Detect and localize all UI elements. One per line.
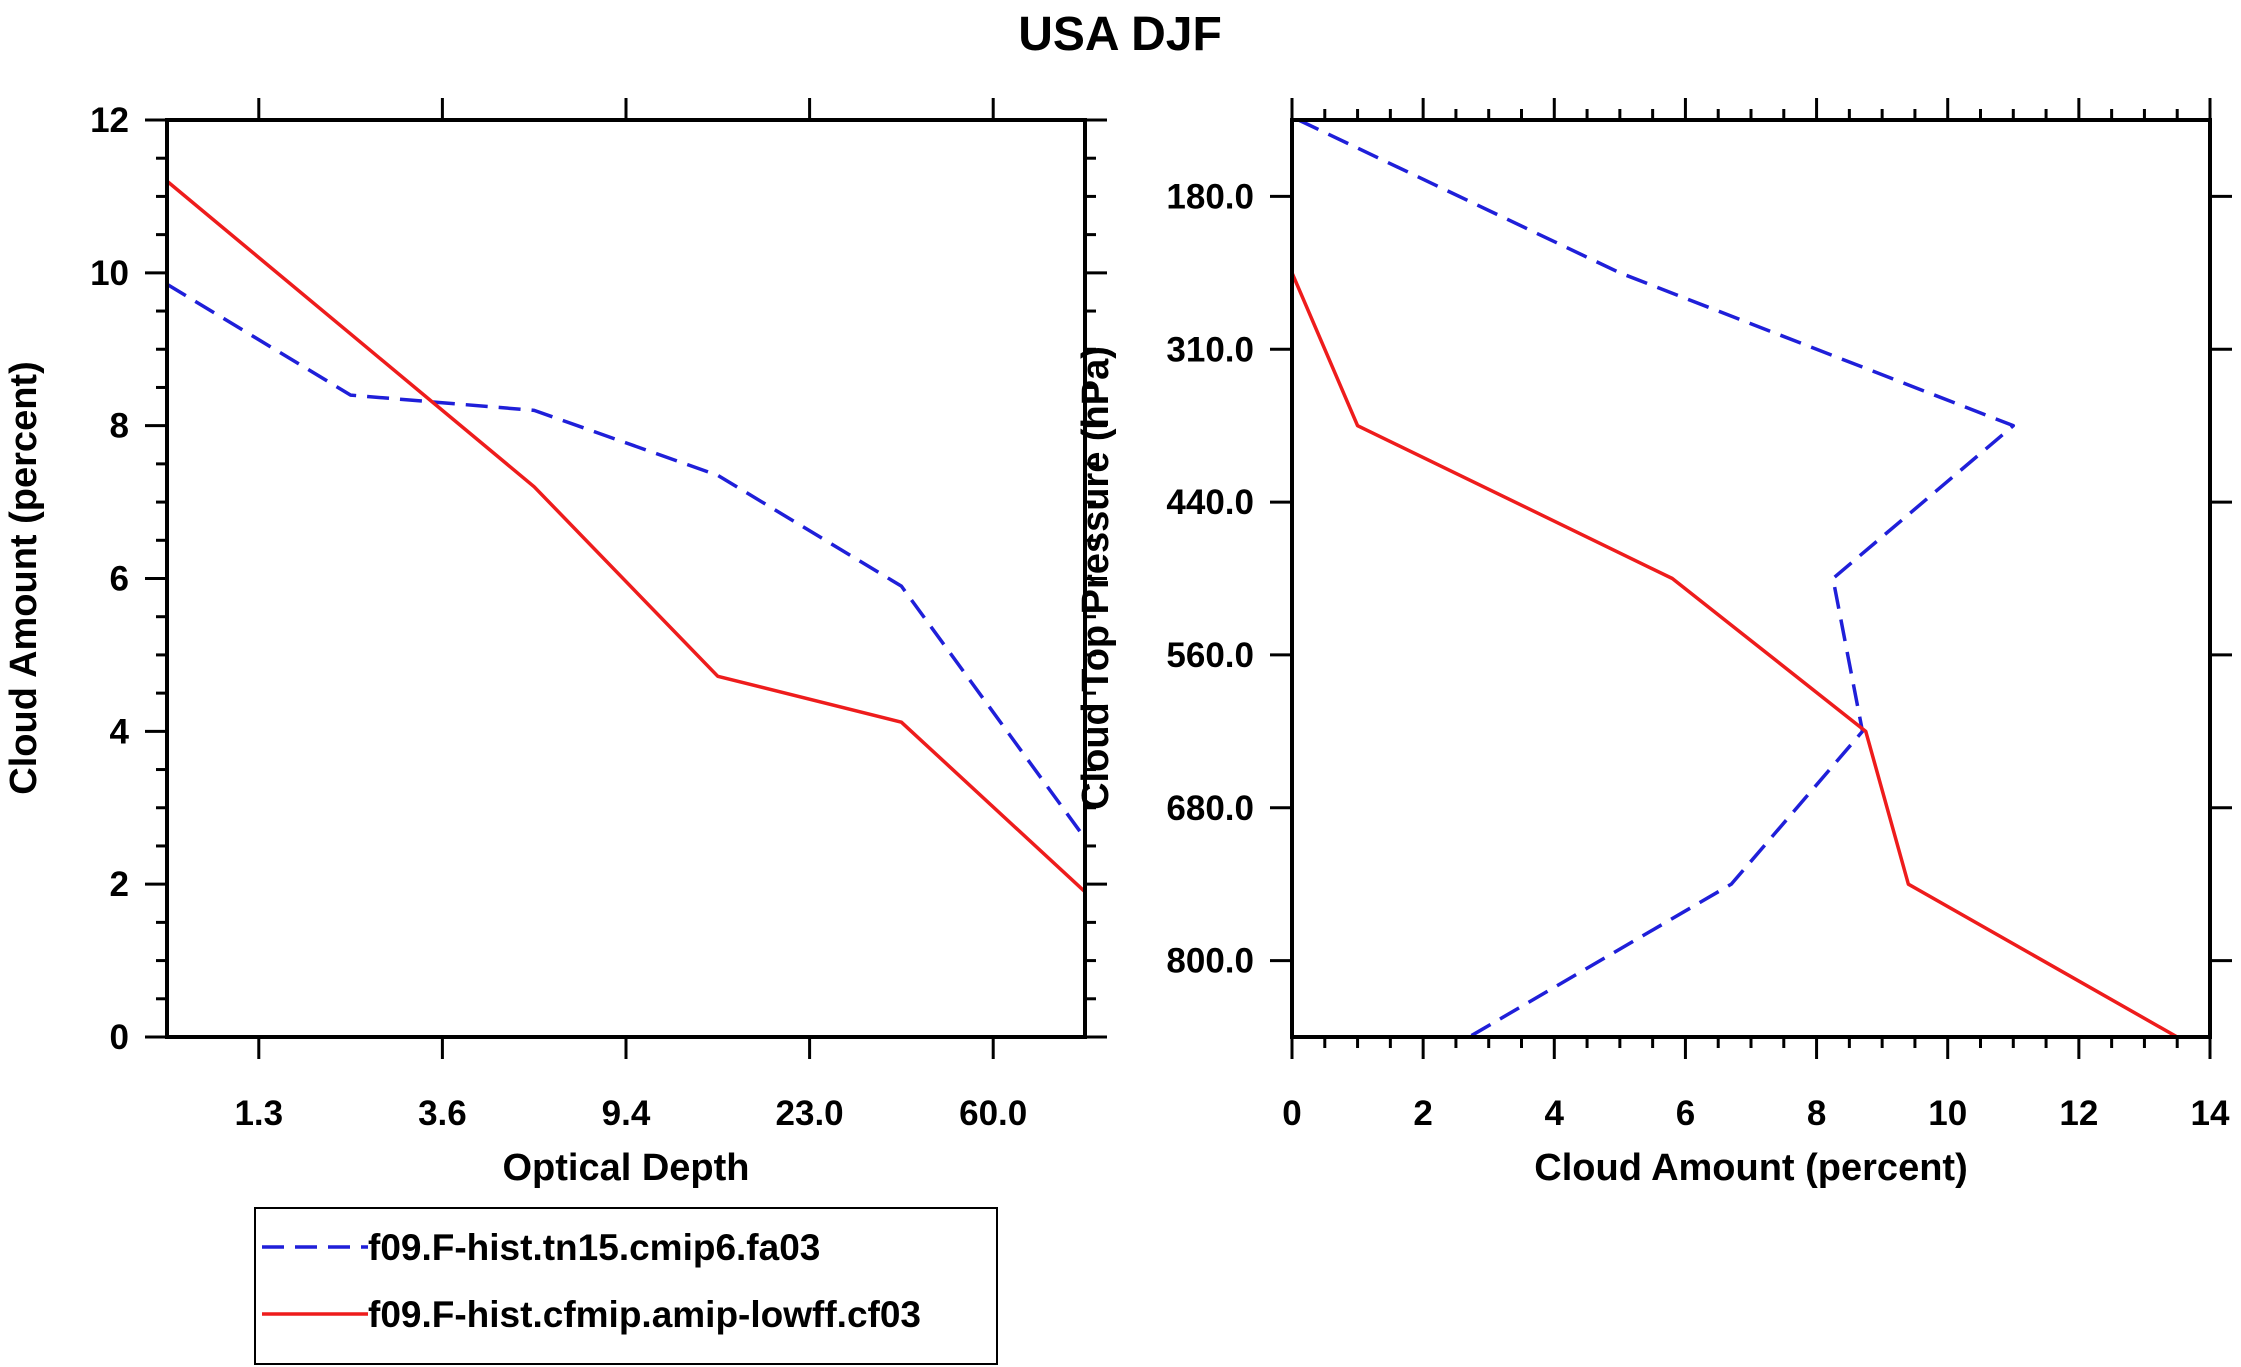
left-plot-frame <box>165 118 1087 1039</box>
y-tick-label: 440.0 <box>1166 483 1254 522</box>
x-tick-label: 10 <box>1928 1094 1967 1133</box>
y-tick-label: 12 <box>90 101 129 140</box>
left-x-axis-label: Optical Depth <box>502 1147 749 1189</box>
x-tick-label: 12 <box>2059 1094 2098 1133</box>
right-tick-marks <box>1270 98 2232 1059</box>
y-tick-label: 2 <box>110 865 129 904</box>
x-tick-label: 2 <box>1413 1094 1432 1133</box>
right-plot-frame <box>1290 118 2212 1039</box>
right-y-axis-label: Cloud Top Pressure (hPa) <box>1075 346 1117 810</box>
figure-title: USA DJF <box>1018 8 1222 61</box>
left-tick-labels: 0 2 4 6 8 10 12 1.3 3.6 9.4 23.0 60.0 <box>90 101 1027 1133</box>
x-tick-label: 8 <box>1807 1094 1826 1133</box>
left-series-lines <box>165 179 1087 894</box>
x-tick-label: 9.4 <box>602 1094 651 1133</box>
optical-depth-panel: 0 2 4 6 8 10 12 1.3 3.6 9.4 23.0 60.0 Optical Depth… <box>3 98 1107 1189</box>
y-tick-label: 4 <box>110 712 130 751</box>
x-tick-label: 14 <box>2191 1094 2230 1133</box>
series-line-solid <box>1290 272 2179 1039</box>
legend-label-model1: f09.F-hist.tn15.cmip6.fa03 <box>368 1227 820 1268</box>
y-tick-label: 6 <box>110 560 129 599</box>
y-tick-label: 310.0 <box>1166 330 1254 369</box>
y-tick-label: 800.0 <box>1166 942 1254 981</box>
series-line-solid <box>165 179 1087 894</box>
x-tick-label: 23.0 <box>776 1094 844 1133</box>
right-series-lines <box>1290 118 2179 1039</box>
y-tick-label: 8 <box>110 407 129 446</box>
legend: f09.F-hist.tn15.cmip6.fa03 f09.F-hist.cf… <box>254 1207 998 1365</box>
series-line-dashed <box>166 282 1087 840</box>
y-tick-label: 0 <box>110 1018 129 1057</box>
x-tick-label: 0 <box>1282 1094 1301 1133</box>
y-tick-label: 680.0 <box>1166 789 1254 828</box>
y-tick-label: 10 <box>90 254 129 293</box>
left-y-axis-label: Cloud Amount (percent) <box>3 361 45 794</box>
x-tick-label: 6 <box>1676 1094 1695 1133</box>
y-tick-label: 180.0 <box>1166 177 1254 216</box>
legend-box <box>254 1207 998 1365</box>
legend-label-model2: f09.F-hist.cfmip.amip-lowff.cf03 <box>368 1294 921 1335</box>
x-tick-label: 1.3 <box>234 1094 283 1133</box>
left-tick-marks <box>145 98 1107 1059</box>
right-tick-labels: 0 2 4 6 8 10 12 14 180.0 310.0 440.0 560.0 680.0 800.… <box>1166 177 2230 1133</box>
x-tick-label: 3.6 <box>418 1094 467 1133</box>
pressure-panel: 0 2 4 6 8 10 12 14 180.0 310.0 440.0 560.0 680.0 800.… <box>1075 98 2232 1189</box>
series-line-dashed <box>1297 118 2016 1039</box>
x-tick-label: 60.0 <box>959 1094 1027 1133</box>
y-tick-label: 560.0 <box>1166 636 1254 675</box>
x-tick-label: 4 <box>1545 1094 1565 1133</box>
right-x-axis-label: Cloud Amount (percent) <box>1534 1147 1967 1189</box>
